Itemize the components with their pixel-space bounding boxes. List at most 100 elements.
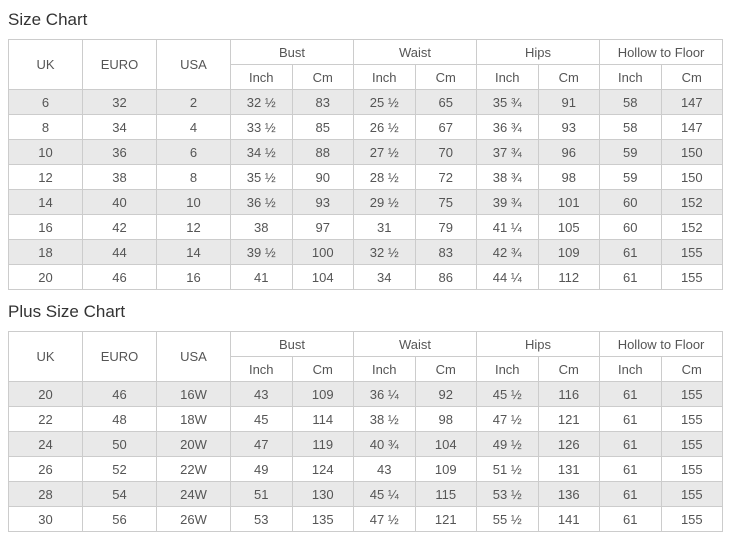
table-cell: 45 ¼ [353, 481, 416, 507]
column-header-hollow-cm: Cm [660, 64, 724, 90]
table-cell: 61 [599, 264, 662, 290]
column-header-usa: USA [156, 331, 231, 382]
column-header-hollow-inch: Inch [599, 64, 662, 90]
table-cell: 141 [537, 506, 601, 532]
header-row-units: Inch Cm Inch Cm Inch Cm Inch Cm [9, 64, 724, 90]
table-cell: 16 [8, 214, 83, 240]
table-cell: 35 ½ [230, 164, 293, 190]
table-cell: 18W [156, 406, 231, 432]
table-cell: 20 [8, 264, 83, 290]
table-cell: 42 ¾ [476, 239, 539, 265]
table-row: 30 56 26W 53 135 47 ½ 121 55 ½ 141 61 155 [8, 506, 724, 532]
table-cell: 70 [414, 139, 478, 165]
table-cell: 119 [291, 431, 355, 457]
table-row: 20 46 16W 43 109 36 ¼ 92 45 ½ 116 61 155 [8, 381, 724, 407]
table-cell: 39 ½ [230, 239, 293, 265]
table-cell: 131 [537, 456, 601, 482]
table-cell: 72 [414, 164, 478, 190]
column-header-euro: EURO [82, 39, 157, 90]
table-cell: 112 [537, 264, 601, 290]
table-cell: 47 ½ [476, 406, 539, 432]
table-cell: 60 [599, 189, 662, 215]
table-cell: 116 [537, 381, 601, 407]
table-cell: 36 ½ [230, 189, 293, 215]
table-cell: 79 [414, 214, 478, 240]
table-cell: 155 [660, 264, 724, 290]
table-cell: 85 [291, 114, 355, 140]
header-row-groups: UK EURO USA Bust Waist Hips Hollow to Fl… [8, 39, 724, 90]
table-cell: 155 [660, 506, 724, 532]
table-cell: 29 ½ [353, 189, 416, 215]
table-cell: 26 ½ [353, 114, 416, 140]
column-header-hips-cm: Cm [537, 64, 601, 90]
table-cell: 38 [82, 164, 157, 190]
plus-size-chart-title: Plus Size Chart [8, 302, 126, 321]
column-group-hollow-to-floor: Hollow to Floor [599, 331, 724, 357]
table-cell: 58 [599, 114, 662, 140]
table-cell: 24 [8, 431, 83, 457]
table-cell: 56 [82, 506, 157, 532]
table-cell: 97 [291, 214, 355, 240]
table-cell: 10 [8, 139, 83, 165]
table-cell: 75 [414, 189, 478, 215]
table-cell: 38 [230, 214, 293, 240]
table-cell: 61 [599, 431, 662, 457]
table-cell: 59 [599, 164, 662, 190]
table-cell: 155 [660, 239, 724, 265]
table-cell: 6 [156, 139, 231, 165]
table-cell: 92 [414, 381, 478, 407]
table-cell: 8 [156, 164, 231, 190]
table-cell: 100 [291, 239, 355, 265]
table-cell: 49 [230, 456, 293, 482]
table-cell: 49 ½ [476, 431, 539, 457]
table-cell: 88 [291, 139, 355, 165]
column-header-hips-cm: Cm [537, 356, 601, 382]
size-chart-body: 6 32 2 32 ½ 83 25 ½ 65 35 ¾ 91 58 147 8 34 4 33 ½ 85 26 … [8, 89, 724, 290]
table-cell: 109 [291, 381, 355, 407]
table-cell: 24W [156, 481, 231, 507]
table-cell: 38 ½ [353, 406, 416, 432]
table-cell: 14 [156, 239, 231, 265]
header-row-groups: UK EURO USA Bust Waist Hips Hollow to Fl… [8, 331, 724, 382]
table-cell: 67 [414, 114, 478, 140]
column-group-hips: Hips [476, 331, 601, 357]
table-cell: 52 [82, 456, 157, 482]
table-cell: 48 [82, 406, 157, 432]
column-group-hips: Hips [476, 39, 601, 65]
table-cell: 25 ½ [353, 89, 416, 115]
table-row: 20 46 16 41 104 34 86 44 ¼ 112 61 155 [8, 264, 724, 290]
table-cell: 86 [414, 264, 478, 290]
table-cell: 14 [8, 189, 83, 215]
plus-size-chart-table: UK EURO USA Bust Waist Hips Hollow to Fl… [8, 331, 724, 532]
table-cell: 50 [82, 431, 157, 457]
table-cell: 147 [660, 89, 724, 115]
table-cell: 124 [291, 456, 355, 482]
table-cell: 10 [156, 189, 231, 215]
table-cell: 41 [230, 264, 293, 290]
column-header-hollow-cm: Cm [660, 356, 724, 382]
table-cell: 61 [599, 406, 662, 432]
column-header-bust-cm: Cm [291, 356, 355, 382]
table-cell: 20 [8, 381, 83, 407]
table-cell: 32 ½ [353, 239, 416, 265]
table-cell: 60 [599, 214, 662, 240]
table-cell: 98 [414, 406, 478, 432]
table-cell: 61 [599, 381, 662, 407]
table-cell: 135 [291, 506, 355, 532]
table-cell: 6 [8, 89, 83, 115]
plus-size-chart-body: 20 46 16W 43 109 36 ¼ 92 45 ½ 116 61 155 22 48 18W 45 1… [8, 381, 724, 532]
table-cell: 36 ¼ [353, 381, 416, 407]
table-cell: 93 [291, 189, 355, 215]
table-row: 22 48 18W 45 114 38 ½ 98 47 ½ 121 61 155 [8, 406, 724, 432]
table-cell: 53 [230, 506, 293, 532]
table-cell: 27 ½ [353, 139, 416, 165]
column-header-hips-inch: Inch [476, 64, 539, 90]
table-cell: 43 [353, 456, 416, 482]
table-cell: 115 [414, 481, 478, 507]
table-cell: 28 [8, 481, 83, 507]
table-cell: 104 [291, 264, 355, 290]
table-row: 28 54 24W 51 130 45 ¼ 115 53 ½ 136 61 155 [8, 481, 724, 507]
table-row: 8 34 4 33 ½ 85 26 ½ 67 36 ¾ 93 58 147 [8, 114, 724, 140]
table-cell: 121 [414, 506, 478, 532]
table-cell: 16W [156, 381, 231, 407]
